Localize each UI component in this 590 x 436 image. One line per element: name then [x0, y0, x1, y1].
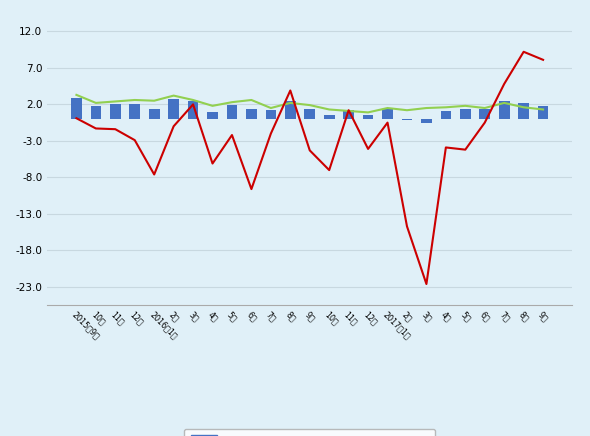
Bar — [110, 104, 120, 119]
Bar — [402, 119, 412, 120]
Bar — [460, 109, 471, 119]
Bar — [246, 109, 257, 119]
Bar — [480, 109, 490, 119]
Bar — [129, 104, 140, 119]
Bar — [266, 110, 276, 119]
Bar — [499, 102, 510, 119]
Bar — [304, 109, 315, 119]
Bar — [90, 106, 101, 119]
Bar — [207, 112, 218, 119]
Bar — [168, 99, 179, 119]
Bar — [285, 101, 296, 119]
Legend: 経済活動指数(全体), 鉱業指数, 非鉱業指数: 経済活動指数(全体), 鉱業指数, 非鉱業指数 — [185, 429, 435, 436]
Bar — [363, 115, 373, 119]
Bar — [188, 101, 198, 119]
Bar — [382, 109, 393, 119]
Bar — [421, 119, 432, 123]
Bar — [71, 98, 82, 119]
Bar — [441, 111, 451, 119]
Bar — [227, 105, 237, 119]
Bar — [537, 106, 549, 119]
Bar — [518, 103, 529, 119]
Bar — [324, 115, 335, 119]
Bar — [149, 109, 159, 119]
Bar — [343, 110, 354, 119]
